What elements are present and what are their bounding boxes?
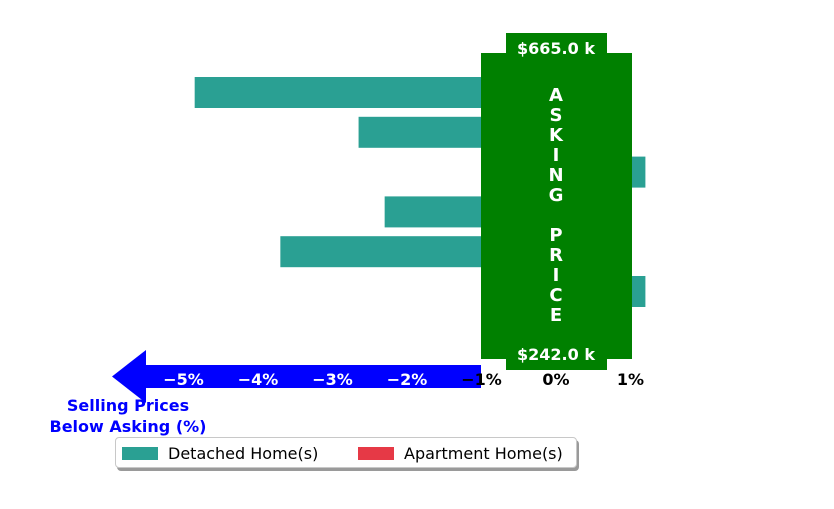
asking-price-bottom-tab	[506, 340, 607, 370]
asking-price-panel	[481, 53, 632, 359]
x-tick-label-6: 1%	[617, 370, 644, 389]
below-asking-arrow	[112, 350, 481, 403]
vertical-letter-1: S	[550, 105, 563, 126]
legend-item-apartment: Apartment Home(s)	[358, 438, 563, 469]
vertical-letter-4: N	[548, 165, 563, 186]
asking-price-min-label: $242.0 k	[517, 345, 595, 364]
vertical-letter-10: C	[549, 285, 562, 306]
x-tick-label-4: −1%	[461, 370, 502, 389]
x-tick-label-0: −5%	[163, 370, 204, 389]
asking-price-max-label: $665.0 k	[517, 39, 595, 58]
legend-swatch-detached	[122, 447, 158, 460]
x-tick-label-1: −4%	[238, 370, 279, 389]
vertical-letter-2: K	[549, 125, 564, 146]
legend-label-apartment: Apartment Home(s)	[404, 444, 563, 463]
x-tick-label-3: −2%	[387, 370, 428, 389]
vertical-letter-7: P	[549, 225, 562, 246]
axis-annotation-line2: Below Asking (%)	[50, 417, 207, 436]
vertical-letter-3: I	[553, 145, 560, 166]
legend: Detached Home(s) Apartment Home(s)	[115, 437, 577, 468]
vertical-letter-8: R	[549, 245, 563, 266]
x-tick-label-5: 0%	[542, 370, 569, 389]
asking-price-top-tab	[506, 33, 607, 61]
legend-label-detached: Detached Home(s)	[168, 444, 319, 463]
vertical-letter-11: E	[550, 305, 562, 326]
legend-item-detached: Detached Home(s)	[122, 438, 318, 469]
axis-annotation-line1: Selling Prices	[67, 396, 189, 415]
vertical-letter-9: I	[553, 265, 560, 286]
vertical-letter-5: G	[549, 185, 564, 206]
x-tick-label-2: −3%	[312, 370, 353, 389]
vertical-letter-0: A	[549, 85, 563, 106]
x-axis-ticks: −5% −4% −3% −2% −1% 0% 1%	[163, 370, 644, 389]
legend-swatch-apartment	[358, 447, 394, 460]
